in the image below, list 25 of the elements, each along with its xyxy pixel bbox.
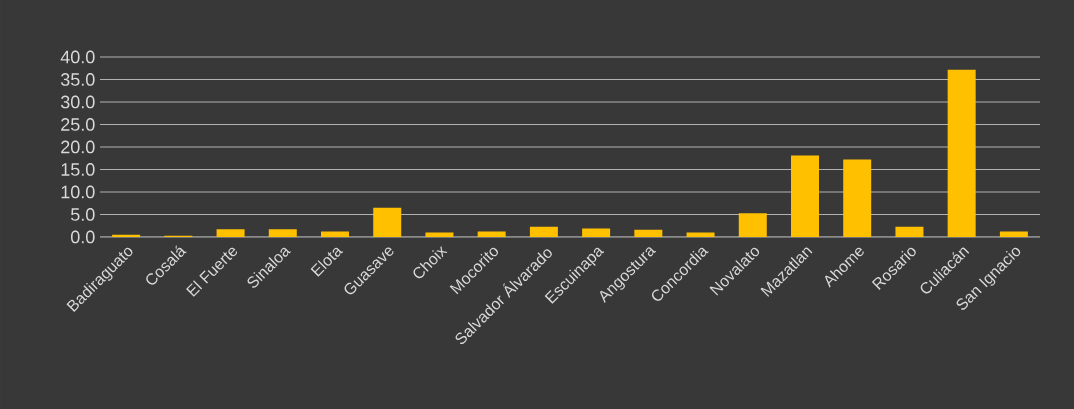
y-tick-label: 15.0 [61,163,95,176]
y-tick-label: 40.0 [60,50,95,64]
y-tick-label: 5.0 [70,208,95,221]
bar [686,232,715,237]
y-tick-label: 35.0 [60,73,95,86]
y-tick-label: 20.0 [61,140,95,154]
y-tick-label: 10.0 [61,185,95,199]
bar [477,231,506,237]
bar [999,231,1028,237]
bar [425,232,454,237]
bar [582,228,611,237]
bar [529,226,558,237]
bar [947,69,976,237]
bar [321,231,350,237]
y-tick-label: 0.0 [70,230,95,244]
bar [634,229,663,237]
y-tick-label: 25.0 [61,118,95,131]
bar [738,213,767,237]
bar [843,159,872,237]
bar [216,229,245,237]
bar [895,226,924,237]
bar [268,229,297,237]
bar [791,155,819,237]
bar [373,207,402,237]
y-tick-label: 30.0 [60,95,95,109]
